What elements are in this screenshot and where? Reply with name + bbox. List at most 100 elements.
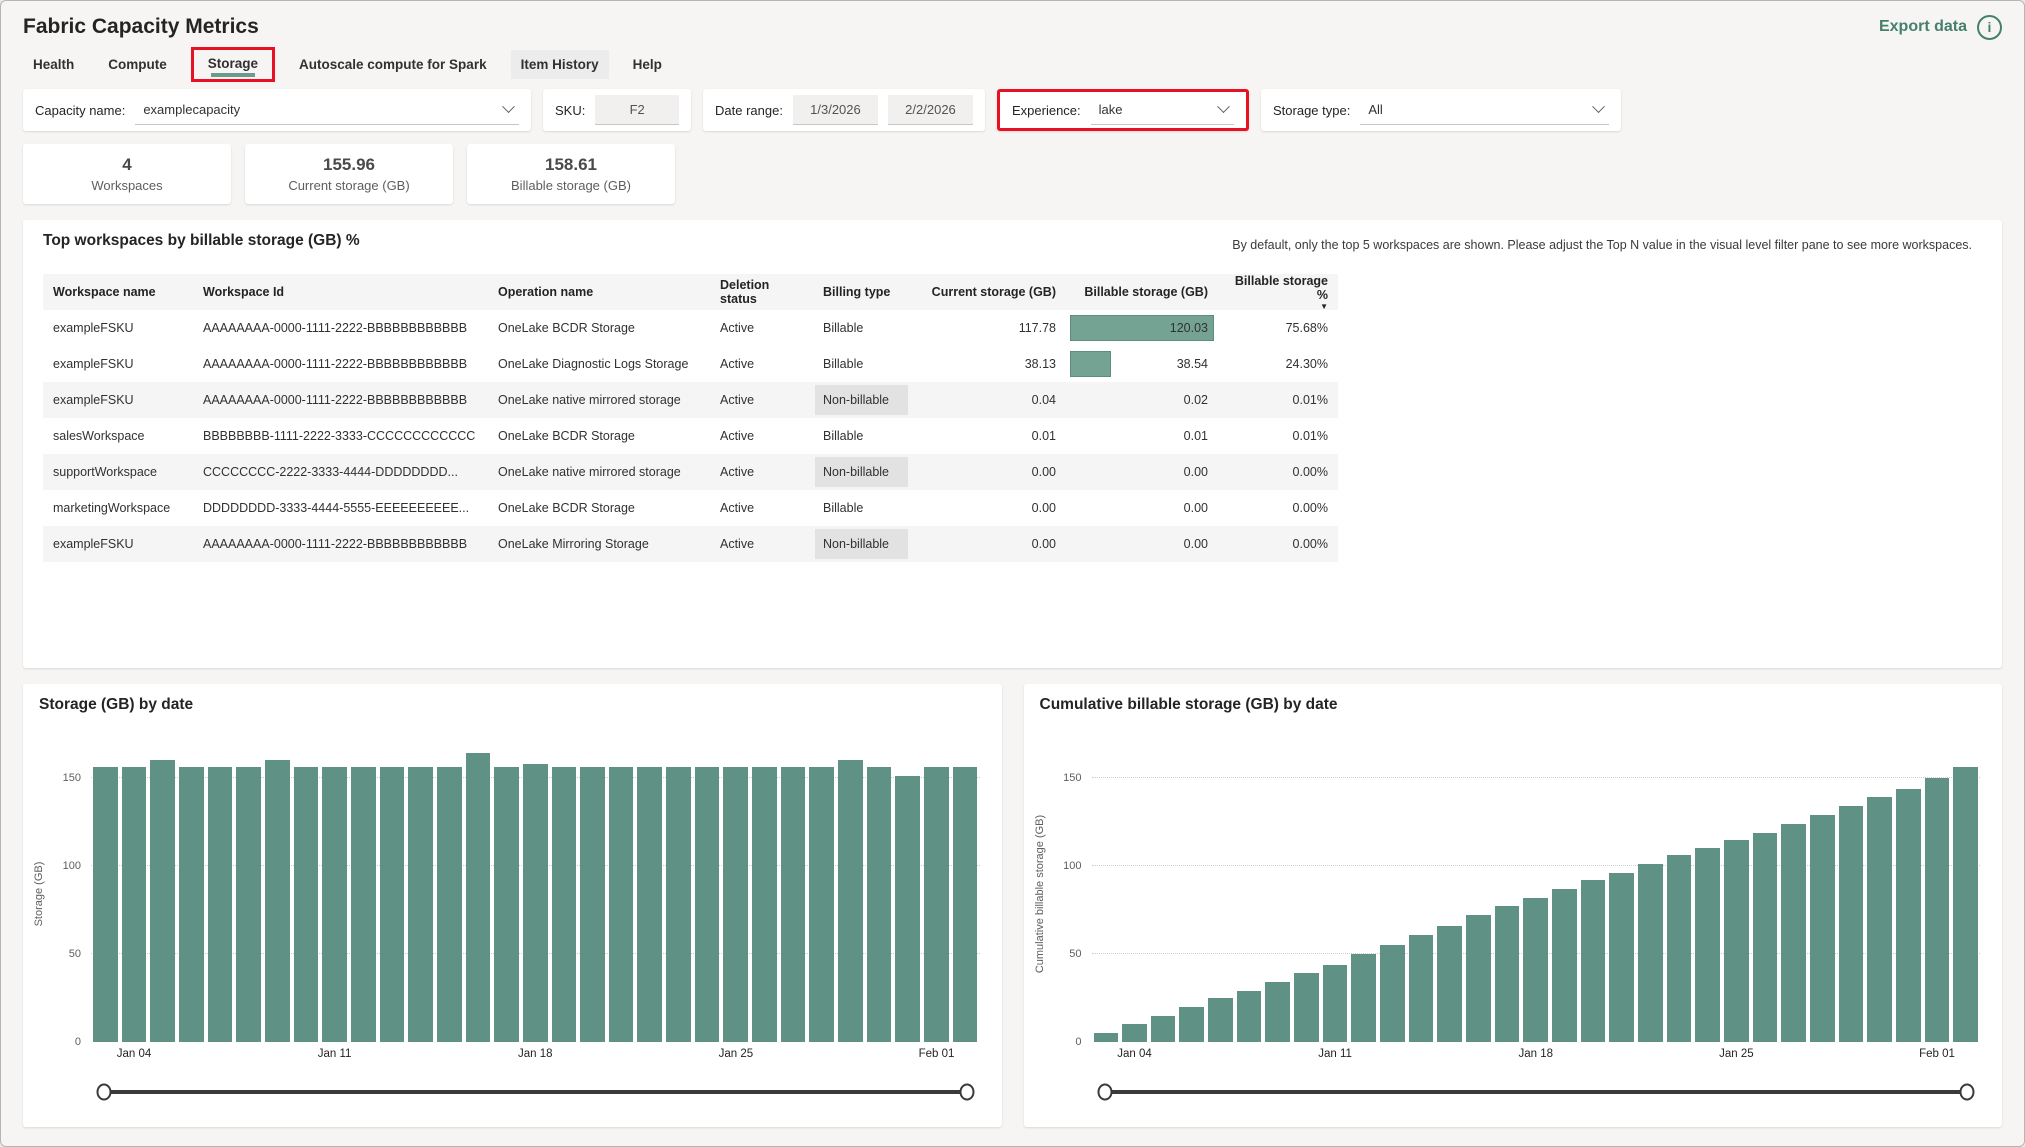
table-row[interactable]: marketingWorkspace DDDDDDDD-3333-4444-555… xyxy=(43,490,1338,526)
bar-25[interactable] xyxy=(809,767,835,1042)
bar-29[interactable] xyxy=(924,767,949,1042)
bar-21[interactable] xyxy=(694,767,720,1042)
bar-5[interactable] xyxy=(1236,990,1262,1042)
bar-3[interactable] xyxy=(178,767,204,1042)
export-data-button[interactable]: Export data xyxy=(1878,18,1967,35)
date-range-start-input[interactable]: 1/3/2026 xyxy=(792,95,878,125)
bar-12[interactable] xyxy=(436,767,462,1042)
bar-23[interactable] xyxy=(1752,832,1778,1042)
bar-2[interactable] xyxy=(150,760,175,1042)
tab-storage[interactable]: Storage xyxy=(190,46,276,82)
col-billable-storage[interactable]: Billable storage (GB) xyxy=(1066,274,1218,310)
bar-13[interactable] xyxy=(465,753,491,1042)
bar-17[interactable] xyxy=(1580,880,1606,1042)
table-row[interactable]: exampleFSKU AAAAAAAA-0000-1111-2222-BBBBB… xyxy=(43,346,1338,382)
bar-26[interactable] xyxy=(1838,806,1864,1042)
col-current-storage[interactable]: Current storage (GB) xyxy=(918,274,1066,310)
bar-9[interactable] xyxy=(350,767,376,1042)
table-row[interactable]: salesWorkspace BBBBBBBB-1111-2222-3333-CC… xyxy=(43,418,1338,454)
bar-18[interactable] xyxy=(1609,873,1634,1042)
bar-20[interactable] xyxy=(666,767,691,1042)
bar-6[interactable] xyxy=(264,760,290,1042)
col-billable-storage-pct[interactable]: Billable storage % ▼ xyxy=(1218,274,1338,311)
bar-18[interactable] xyxy=(608,767,634,1042)
slider-handle-right[interactable] xyxy=(959,1083,974,1101)
slider-handle-left[interactable] xyxy=(1097,1083,1112,1101)
bar-11[interactable] xyxy=(408,767,433,1042)
bar-7[interactable] xyxy=(293,767,319,1042)
bar-22[interactable] xyxy=(723,767,749,1042)
col-operation-name[interactable]: Operation name xyxy=(488,274,710,310)
tab-help[interactable]: Help xyxy=(632,56,662,72)
slider-track[interactable] xyxy=(104,1090,967,1094)
bar-24[interactable] xyxy=(780,767,806,1042)
tab-autoscale-compute-for-spark[interactable]: Autoscale compute for Spark xyxy=(299,56,487,72)
cell-billing-type: Billable xyxy=(823,501,864,515)
experience-dropdown[interactable]: lake xyxy=(1090,95,1234,125)
bar-4[interactable] xyxy=(1208,998,1233,1042)
bar-0[interactable] xyxy=(1093,1033,1119,1042)
bar-1[interactable] xyxy=(121,767,147,1042)
tab-health[interactable]: Health xyxy=(33,56,75,72)
bar-13[interactable] xyxy=(1466,915,1491,1042)
bar-14[interactable] xyxy=(494,767,519,1042)
bar-5[interactable] xyxy=(236,767,261,1042)
bar-8[interactable] xyxy=(1322,964,1348,1042)
bar-28[interactable] xyxy=(895,776,921,1042)
info-icon[interactable]: i xyxy=(1977,14,2002,40)
bar-30[interactable] xyxy=(1953,767,1978,1042)
bar-0[interactable] xyxy=(93,767,118,1042)
bar-22[interactable] xyxy=(1723,839,1749,1042)
bar-27[interactable] xyxy=(1867,797,1892,1042)
bar-10[interactable] xyxy=(379,767,405,1042)
bar-10[interactable] xyxy=(1380,945,1405,1042)
slider-handle-right[interactable] xyxy=(1959,1083,1975,1101)
slider-handle-left[interactable] xyxy=(96,1083,112,1101)
tab-compute[interactable]: Compute xyxy=(108,56,167,72)
col-workspace-id[interactable]: Workspace Id xyxy=(193,274,488,310)
bar-27[interactable] xyxy=(866,767,892,1042)
bar-2[interactable] xyxy=(1150,1015,1176,1042)
col-billing-type[interactable]: Billing type xyxy=(813,274,918,310)
bar-9[interactable] xyxy=(1351,954,1377,1042)
bar-14[interactable] xyxy=(1494,906,1520,1042)
table-row[interactable]: exampleFSKU AAAAAAAA-0000-1111-2222-BBBBB… xyxy=(43,526,1338,562)
bar-7[interactable] xyxy=(1294,973,1319,1042)
cell-workspace-id: BBBBBBBB-1111-2222-3333-CCCCCCCCCCCC xyxy=(203,429,476,443)
bar-15[interactable] xyxy=(522,763,548,1042)
slider-track[interactable] xyxy=(1104,1090,1967,1094)
plot-area: 0 50 100 150 xyxy=(1063,734,1980,1048)
bar-24[interactable] xyxy=(1781,823,1806,1042)
col-workspace-name[interactable]: Workspace name xyxy=(43,274,193,310)
bar-15[interactable] xyxy=(1523,897,1548,1042)
tab-item-history[interactable]: Item History xyxy=(510,49,609,79)
bar-29[interactable] xyxy=(1924,778,1950,1042)
bar-1[interactable] xyxy=(1122,1024,1147,1042)
date-range-end-input[interactable]: 2/2/2026 xyxy=(887,95,973,125)
bar-23[interactable] xyxy=(752,767,777,1042)
bar-8[interactable] xyxy=(322,767,347,1042)
bar-16[interactable] xyxy=(1552,888,1577,1042)
bar-3[interactable] xyxy=(1179,1006,1205,1042)
bar-19[interactable] xyxy=(637,767,663,1042)
bar-28[interactable] xyxy=(1895,788,1921,1042)
bar-16[interactable] xyxy=(551,767,577,1042)
table-row[interactable]: supportWorkspace CCCCCCCC-2222-3333-4444-… xyxy=(43,454,1338,490)
bar-17[interactable] xyxy=(580,767,605,1042)
cell-operation-name: OneLake Diagnostic Logs Storage xyxy=(498,357,689,371)
table-row[interactable]: exampleFSKU AAAAAAAA-0000-1111-2222-BBBBB… xyxy=(43,310,1338,346)
table-row[interactable]: exampleFSKU AAAAAAAA-0000-1111-2222-BBBBB… xyxy=(43,382,1338,418)
bar-25[interactable] xyxy=(1809,814,1835,1042)
bar-21[interactable] xyxy=(1695,848,1720,1042)
bar-4[interactable] xyxy=(207,767,233,1042)
col-deletion-status[interactable]: Deletion status xyxy=(710,274,813,310)
bar-19[interactable] xyxy=(1637,864,1663,1042)
storage-type-dropdown[interactable]: All xyxy=(1360,95,1609,125)
bar-26[interactable] xyxy=(838,760,863,1042)
bar-12[interactable] xyxy=(1437,925,1463,1042)
bar-30[interactable] xyxy=(952,767,978,1042)
capacity-name-dropdown[interactable]: examplecapacity xyxy=(135,95,519,125)
bar-20[interactable] xyxy=(1666,855,1692,1042)
bar-6[interactable] xyxy=(1265,982,1291,1042)
bar-11[interactable] xyxy=(1408,934,1434,1042)
